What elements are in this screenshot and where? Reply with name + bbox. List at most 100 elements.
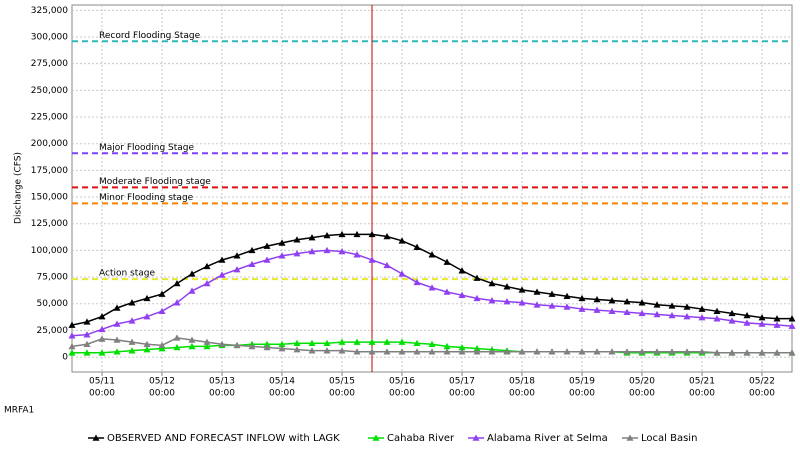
data-point bbox=[353, 230, 361, 238]
data-point bbox=[278, 252, 286, 259]
x-tick-label: 00:00 bbox=[689, 389, 715, 399]
data-point bbox=[323, 339, 331, 346]
legend-marker bbox=[472, 434, 480, 441]
data-point bbox=[218, 256, 226, 263]
data-point bbox=[548, 302, 556, 309]
data-point bbox=[188, 336, 196, 343]
legend-label: Alabama River at Selma bbox=[487, 433, 608, 444]
data-point bbox=[293, 236, 301, 243]
data-point bbox=[128, 299, 136, 306]
y-tick-label: 225,000 bbox=[31, 113, 68, 123]
data-point bbox=[308, 347, 316, 354]
y-tick-label: 75,000 bbox=[37, 273, 69, 283]
data-point bbox=[638, 299, 646, 306]
x-tick-label: 00:00 bbox=[749, 389, 775, 399]
y-axis-label: Discharge (CFS) bbox=[14, 152, 24, 224]
x-tick-label: 05/13 bbox=[209, 377, 235, 387]
legend-label: OBSERVED AND FORECAST INFLOW with LAGK bbox=[107, 433, 340, 444]
data-point bbox=[173, 343, 181, 351]
data-point bbox=[773, 349, 781, 356]
y-tick-label: 300,000 bbox=[31, 33, 68, 43]
data-point bbox=[563, 303, 571, 310]
data-point bbox=[248, 246, 256, 254]
data-point bbox=[278, 239, 286, 246]
data-point bbox=[443, 348, 451, 355]
data-point bbox=[593, 306, 601, 313]
data-point bbox=[578, 294, 586, 302]
y-tick-label: 50,000 bbox=[37, 299, 69, 309]
data-point bbox=[713, 307, 721, 314]
data-point bbox=[68, 321, 76, 328]
data-point bbox=[203, 342, 211, 350]
data-point bbox=[143, 340, 151, 348]
data-point bbox=[173, 279, 181, 287]
data-point bbox=[473, 294, 481, 302]
data-point bbox=[368, 256, 376, 263]
data-point bbox=[518, 286, 526, 293]
x-tick-label: 00:00 bbox=[329, 389, 355, 399]
data-point bbox=[293, 250, 301, 257]
data-point bbox=[638, 309, 646, 317]
data-point bbox=[98, 335, 106, 342]
data-point bbox=[83, 340, 91, 348]
data-point bbox=[413, 278, 421, 286]
x-tick-label: 00:00 bbox=[629, 389, 655, 399]
data-point bbox=[143, 294, 151, 302]
y-tick-label: 250,000 bbox=[31, 86, 68, 96]
data-point bbox=[578, 305, 586, 312]
data-point bbox=[113, 348, 121, 355]
data-point bbox=[758, 320, 766, 327]
data-point bbox=[428, 348, 436, 355]
data-point bbox=[698, 305, 706, 312]
data-point bbox=[68, 332, 76, 339]
data-point bbox=[383, 261, 391, 269]
x-tick-label: 05/15 bbox=[329, 377, 355, 387]
data-point bbox=[758, 314, 766, 321]
legend-marker bbox=[92, 434, 100, 441]
data-point bbox=[623, 298, 631, 305]
data-point bbox=[428, 284, 436, 291]
data-point bbox=[263, 343, 271, 351]
data-point bbox=[398, 348, 406, 355]
y-tick-label: 150,000 bbox=[31, 193, 68, 203]
data-point bbox=[338, 230, 346, 238]
data-point bbox=[98, 313, 106, 320]
data-point bbox=[203, 262, 211, 270]
data-point bbox=[83, 331, 91, 338]
data-point bbox=[323, 246, 331, 254]
data-point bbox=[338, 247, 346, 255]
data-point bbox=[458, 343, 466, 351]
threshold-label: Record Flooding Stage bbox=[99, 31, 201, 41]
y-tick-label: 200,000 bbox=[31, 139, 68, 149]
data-point bbox=[578, 348, 586, 355]
legend: OBSERVED AND FORECAST INFLOW with LAGK Ca… bbox=[88, 433, 697, 444]
data-point bbox=[218, 271, 226, 278]
x-tick-label: 05/22 bbox=[749, 377, 775, 387]
data-point bbox=[353, 348, 361, 355]
threshold-label: Action stage bbox=[99, 269, 155, 279]
y-tick-label: 275,000 bbox=[31, 59, 68, 69]
data-point bbox=[128, 347, 136, 354]
data-point bbox=[233, 252, 241, 259]
data-point bbox=[158, 290, 166, 297]
data-point bbox=[563, 348, 571, 355]
x-tick-label: 05/21 bbox=[689, 377, 715, 387]
data-point bbox=[203, 338, 211, 345]
data-point bbox=[503, 348, 511, 355]
data-point bbox=[683, 303, 691, 310]
data-point bbox=[68, 349, 76, 356]
x-tick-label: 05/16 bbox=[389, 377, 415, 387]
data-point bbox=[518, 299, 526, 306]
data-point bbox=[278, 345, 286, 352]
data-point bbox=[173, 334, 181, 341]
data-point bbox=[83, 349, 91, 356]
x-tick-label: 00:00 bbox=[389, 389, 415, 399]
data-point bbox=[458, 291, 466, 298]
data-point bbox=[98, 325, 106, 333]
data-point bbox=[158, 341, 166, 349]
data-point bbox=[248, 260, 256, 268]
data-point bbox=[773, 315, 781, 322]
data-point bbox=[623, 308, 631, 316]
x-tick-label: 00:00 bbox=[509, 389, 535, 399]
data-point bbox=[473, 348, 481, 355]
